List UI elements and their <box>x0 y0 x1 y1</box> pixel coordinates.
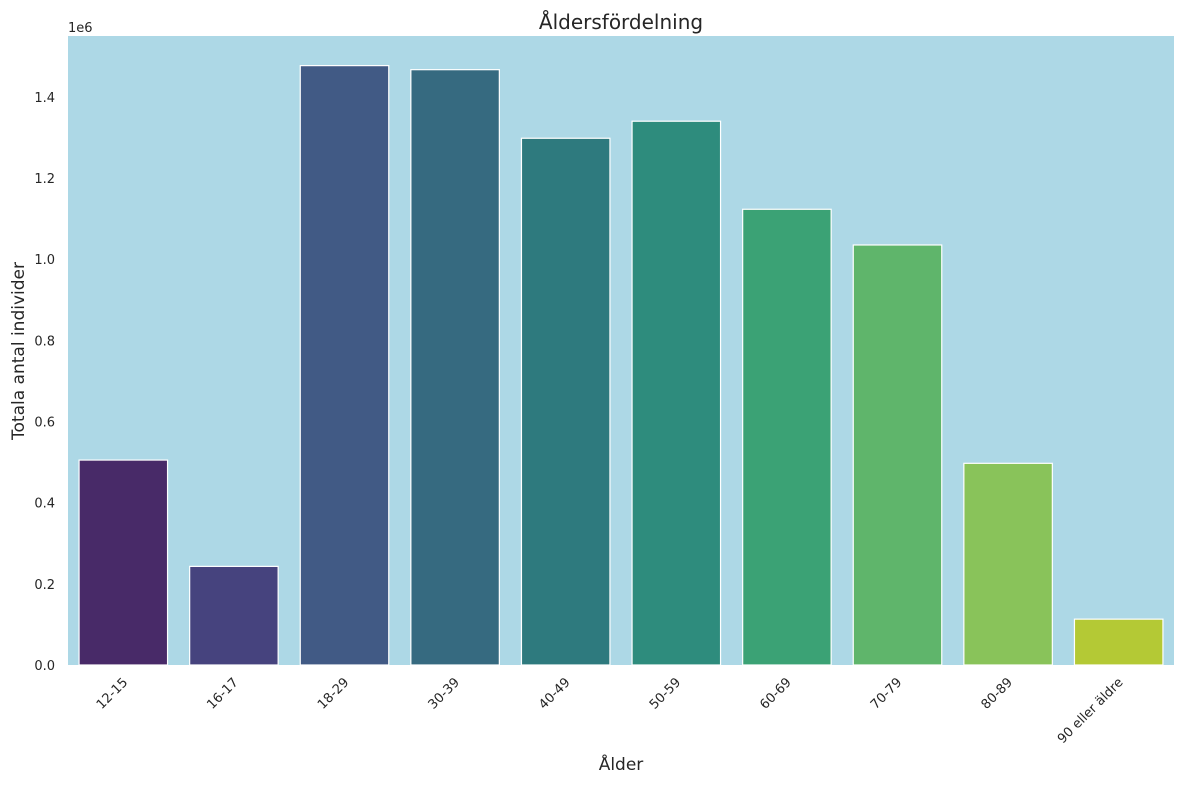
x-tick-label: 30-39 <box>426 675 463 712</box>
bar-18-29 <box>299 65 390 666</box>
bar-50-59 <box>631 120 722 666</box>
bar-90-eller-äldre <box>1073 618 1164 666</box>
bar-60-69 <box>742 208 832 666</box>
x-tick-label: 60-69 <box>757 675 794 712</box>
y-axis-label: Totala antal individer <box>9 262 29 441</box>
x-tick-label: 80-89 <box>979 675 1016 712</box>
x-tick-label: 70-79 <box>868 675 905 712</box>
x-tick-label: 18-29 <box>315 675 352 712</box>
y-tick-label: 0.2 <box>34 578 55 593</box>
y-tick-label: 1.4 <box>34 91 55 106</box>
x-axis-ticks: 12-15 16-17 18-29 30-39 40-49 50-59 60-69 70-79… <box>94 675 1127 747</box>
y-tick-label: 0.8 <box>34 334 55 349</box>
y-tick-label: 0.0 <box>34 659 55 674</box>
y-tick-label: 0.4 <box>34 497 55 512</box>
bar-80-89 <box>963 462 1053 666</box>
bar-30-39 <box>410 69 500 666</box>
x-tick-label: 90 eller äldre <box>1055 675 1127 747</box>
y-tick-label: 1.2 <box>34 172 55 187</box>
bar-16-17 <box>189 565 279 666</box>
x-tick-label: 40-49 <box>536 675 573 712</box>
x-axis-label: Ålder <box>599 753 644 775</box>
y-tick-label: 0.6 <box>34 416 55 431</box>
x-tick-label: 50-59 <box>647 675 684 712</box>
bar-70-79 <box>852 244 943 666</box>
bar-12-15 <box>78 459 169 666</box>
chart-title: Åldersfördelning <box>539 10 703 34</box>
y-axis-offset-label: 1e6 <box>68 21 93 36</box>
x-tick-label: 16-17 <box>204 675 241 712</box>
bar-40-49 <box>520 137 611 666</box>
y-axis-ticks: 0.0 0.2 0.4 0.6 0.8 1.0 1.2 1.4 <box>34 91 55 674</box>
x-tick-label: 12-15 <box>94 675 131 712</box>
y-tick-label: 1.0 <box>34 253 55 268</box>
bars-group <box>78 65 1164 666</box>
